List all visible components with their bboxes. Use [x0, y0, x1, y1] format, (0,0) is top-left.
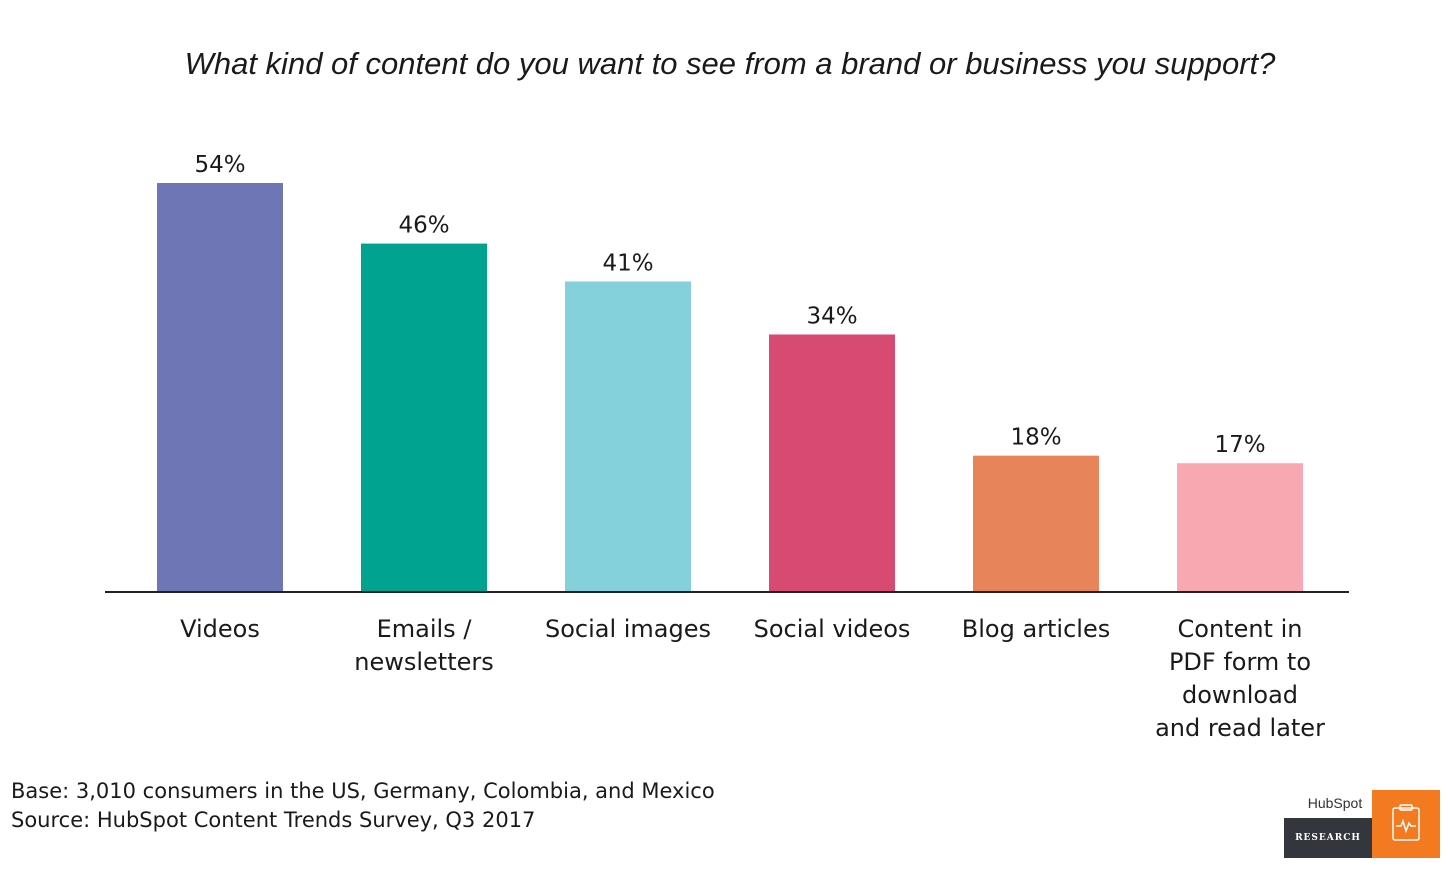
research-badge: RESEARCH	[1284, 818, 1372, 858]
bar-5	[1177, 463, 1303, 592]
bar-0	[157, 183, 283, 592]
bar-3	[769, 334, 895, 592]
clipboard-pulse-icon	[1372, 790, 1440, 858]
value-label-1: 46%	[398, 213, 449, 239]
value-label-3: 34%	[806, 303, 857, 329]
value-labels-group: 54% 46% 41% 34% 18% 17%	[194, 152, 1265, 458]
research-label: RESEARCH	[1295, 833, 1361, 843]
category-label-1-line-0: Emails /	[377, 615, 473, 643]
value-label-2: 41%	[602, 250, 653, 276]
footnote-base: Base: 3,010 consumers in the US, Germany…	[11, 779, 715, 803]
category-label-2-line-0: Social images	[545, 615, 711, 643]
value-label-5: 17%	[1214, 432, 1265, 458]
category-label-3: Social videos	[754, 615, 911, 643]
category-label-1: Emails / newsletters	[354, 615, 494, 676]
bar-4	[973, 455, 1099, 592]
category-label-5-line-3: and read later	[1155, 714, 1325, 742]
category-label-5: Content in PDF form to download and read la…	[1155, 615, 1325, 742]
value-label-4: 18%	[1010, 425, 1061, 451]
category-label-5-line-1: PDF form to	[1169, 648, 1311, 676]
category-label-0-line-0: Videos	[180, 615, 260, 643]
category-label-2: Social images	[545, 615, 711, 643]
footnote-source: Source: HubSpot Content Trends Survey, Q…	[11, 808, 536, 832]
category-label-1-line-1: newsletters	[354, 648, 494, 676]
category-label-4: Blog articles	[962, 615, 1110, 643]
category-label-5-line-2: download	[1182, 681, 1298, 709]
category-label-3-line-0: Social videos	[754, 615, 911, 643]
hubspot-logo-text: HubSpot	[1307, 795, 1363, 811]
chart-title: What kind of content do you want to see …	[185, 46, 1277, 81]
category-label-5-line-0: Content in	[1178, 615, 1303, 643]
category-label-0: Videos	[180, 615, 260, 643]
category-label-4-line-0: Blog articles	[962, 615, 1110, 643]
bars-group	[157, 183, 1303, 592]
bar-1	[361, 243, 487, 592]
category-labels-group: Videos Emails / newsletters Social images So…	[180, 615, 1325, 742]
bar-2	[565, 281, 691, 592]
value-label-0: 54%	[194, 152, 245, 178]
